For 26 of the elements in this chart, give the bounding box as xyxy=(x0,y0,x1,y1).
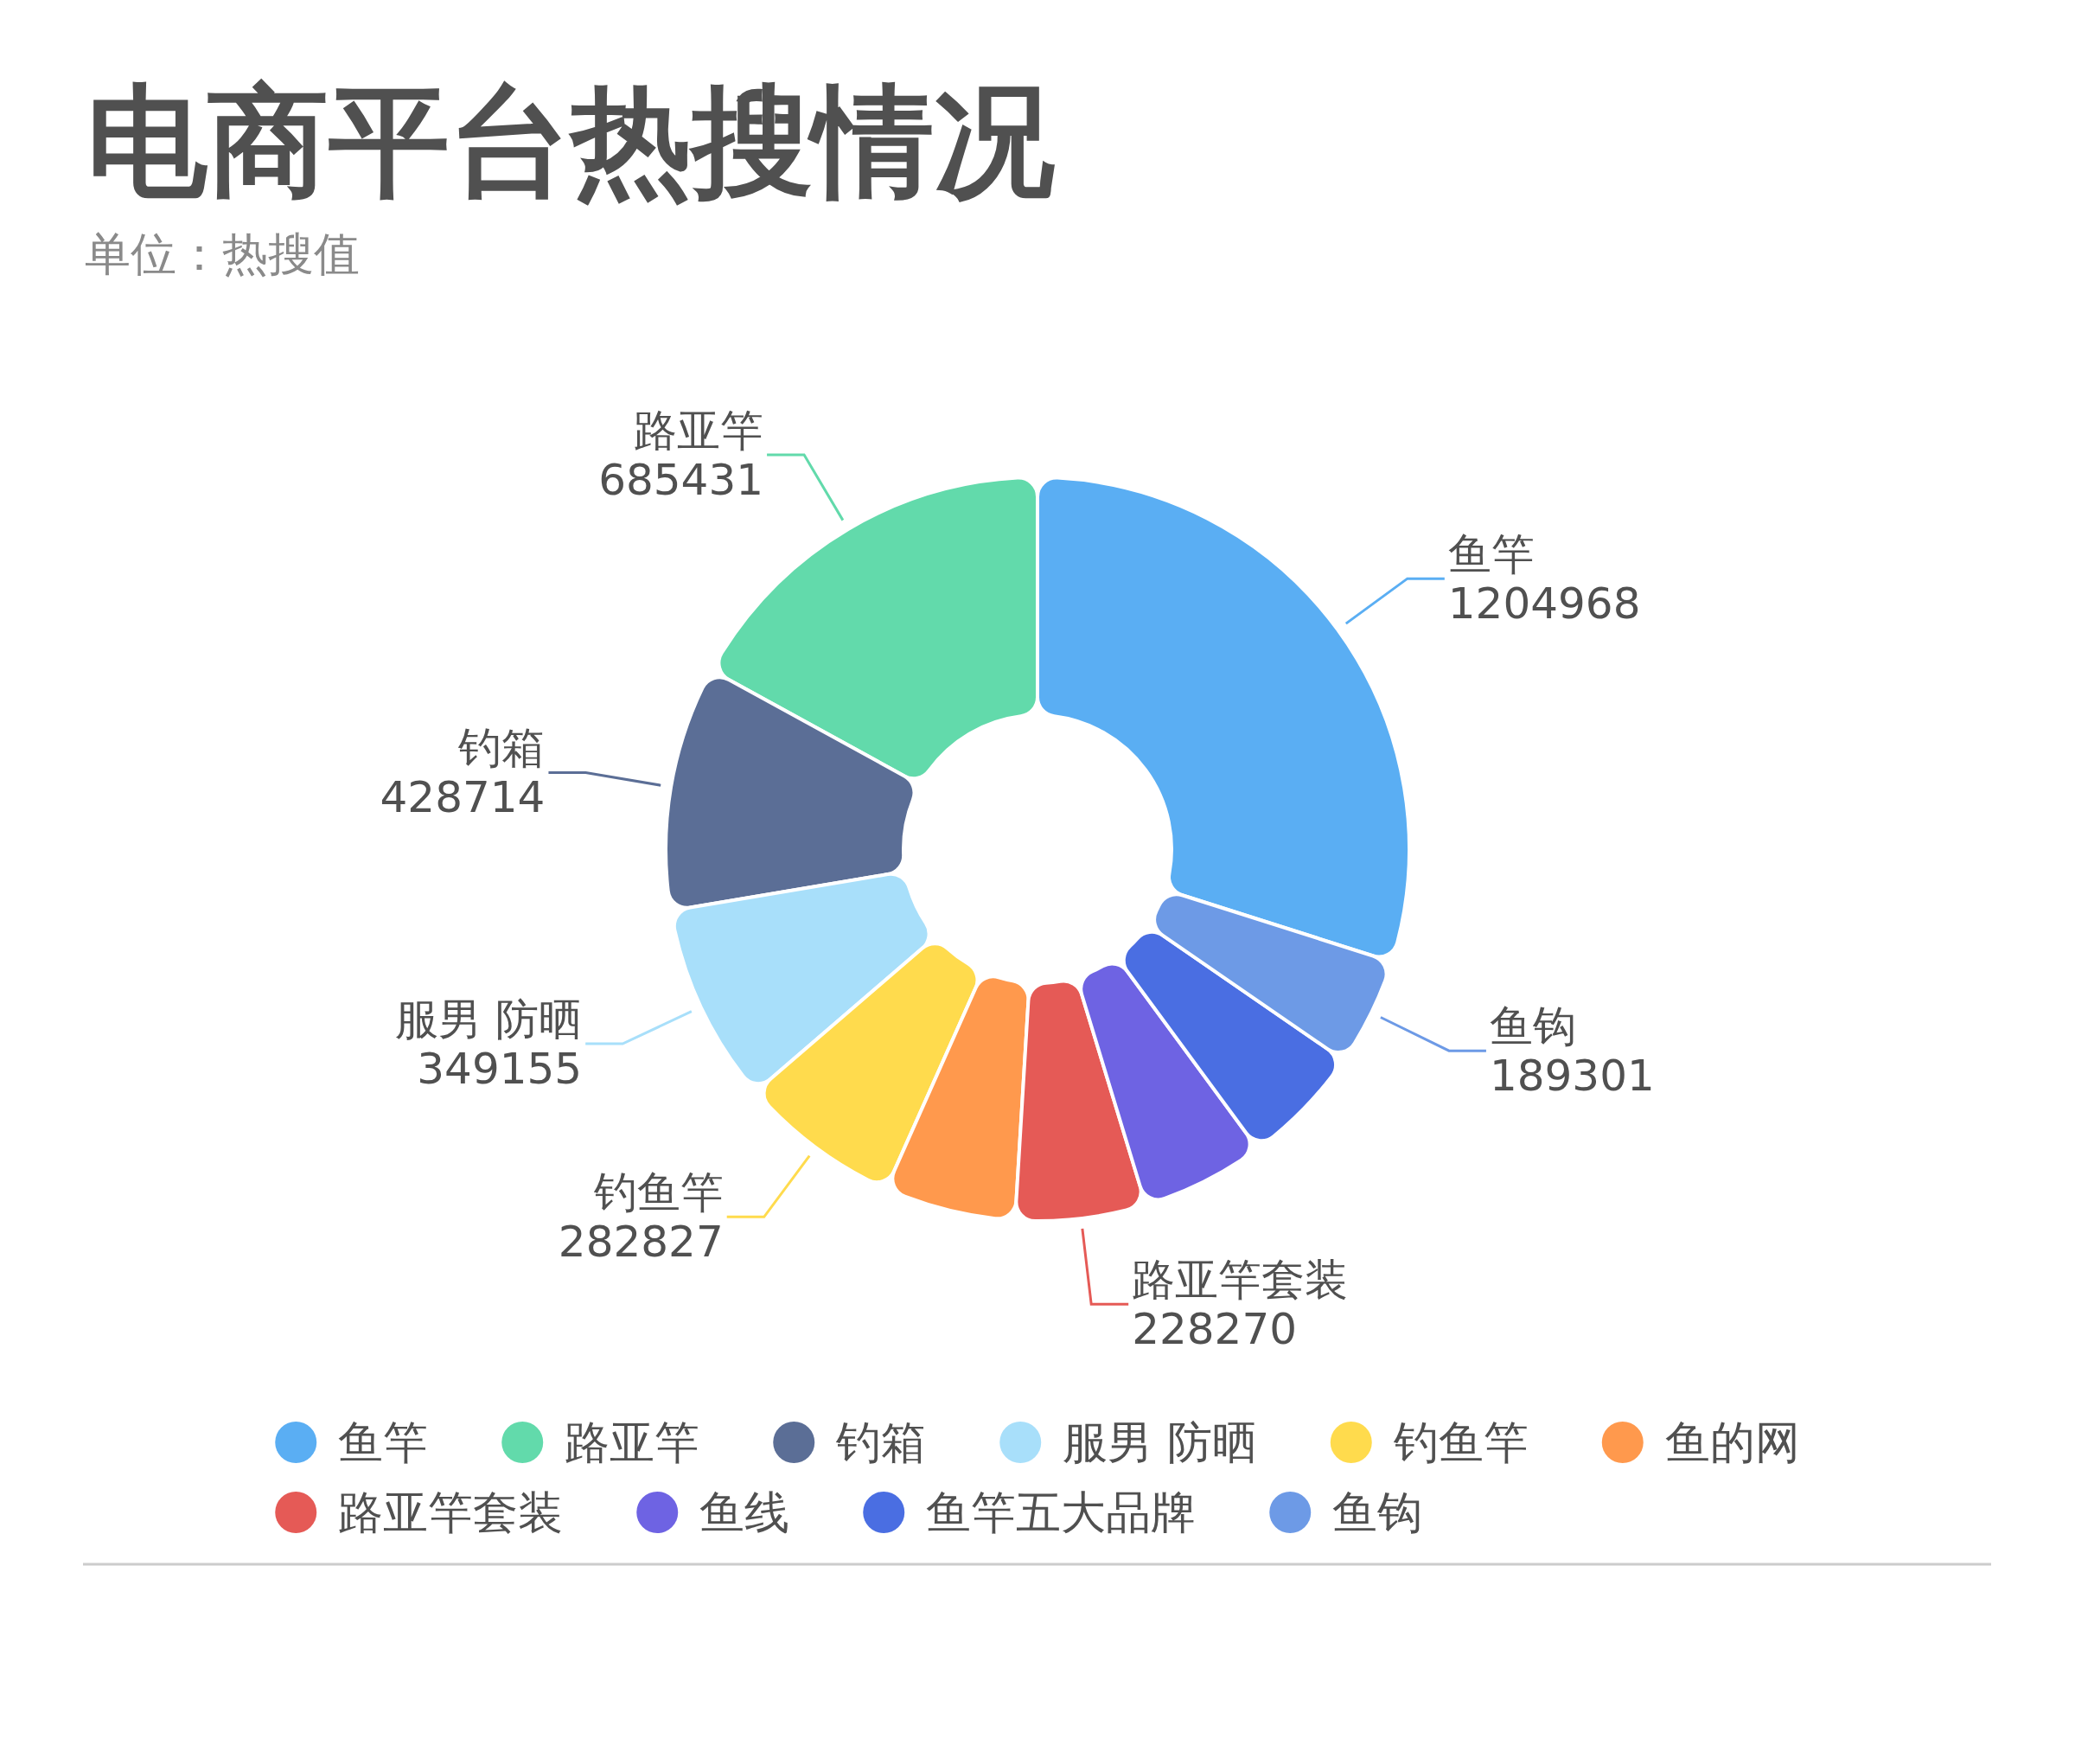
data-label: 282827 xyxy=(558,1217,724,1268)
legend-label: 路亚竿套装 xyxy=(338,1486,564,1538)
legend-label: 鱼竿五大品牌 xyxy=(926,1486,1197,1538)
slice-label: 鱼钩 xyxy=(1489,1001,1576,1052)
data-label: 1204968 xyxy=(1447,578,1641,630)
legend-label: 鱼的网 xyxy=(1664,1416,1800,1468)
chart-subtitle: 单位：热搜值 xyxy=(85,227,360,280)
legend-label: 钓箱 xyxy=(835,1416,927,1468)
legend-label: 鱼钩 xyxy=(1332,1486,1423,1538)
data-label: 685431 xyxy=(598,454,764,505)
legend-label: 鱼竿 xyxy=(338,1416,429,1468)
chart-title: 电商平台热搜情况 xyxy=(86,71,1055,212)
legend-label: 服男 防晒 xyxy=(1063,1416,1257,1468)
legend-label: 钓鱼竿 xyxy=(1392,1416,1529,1468)
data-label: 349155 xyxy=(417,1044,583,1095)
slice-label: 服男 防晒 xyxy=(395,994,583,1045)
slice-label: 路亚竿套装 xyxy=(1132,1255,1349,1306)
legend-label: 鱼线 xyxy=(699,1486,790,1538)
data-label: 189301 xyxy=(1489,1051,1655,1102)
slice-label: 钓箱 xyxy=(457,723,546,774)
data-label: 228270 xyxy=(1132,1304,1298,1355)
slice-label: 钓鱼竿 xyxy=(592,1167,724,1218)
slice-label: 鱼竿 xyxy=(1447,529,1535,580)
slice-label: 路亚竿 xyxy=(634,405,764,456)
legend-label: 路亚竿 xyxy=(565,1416,700,1468)
data-label: 428714 xyxy=(380,772,546,823)
